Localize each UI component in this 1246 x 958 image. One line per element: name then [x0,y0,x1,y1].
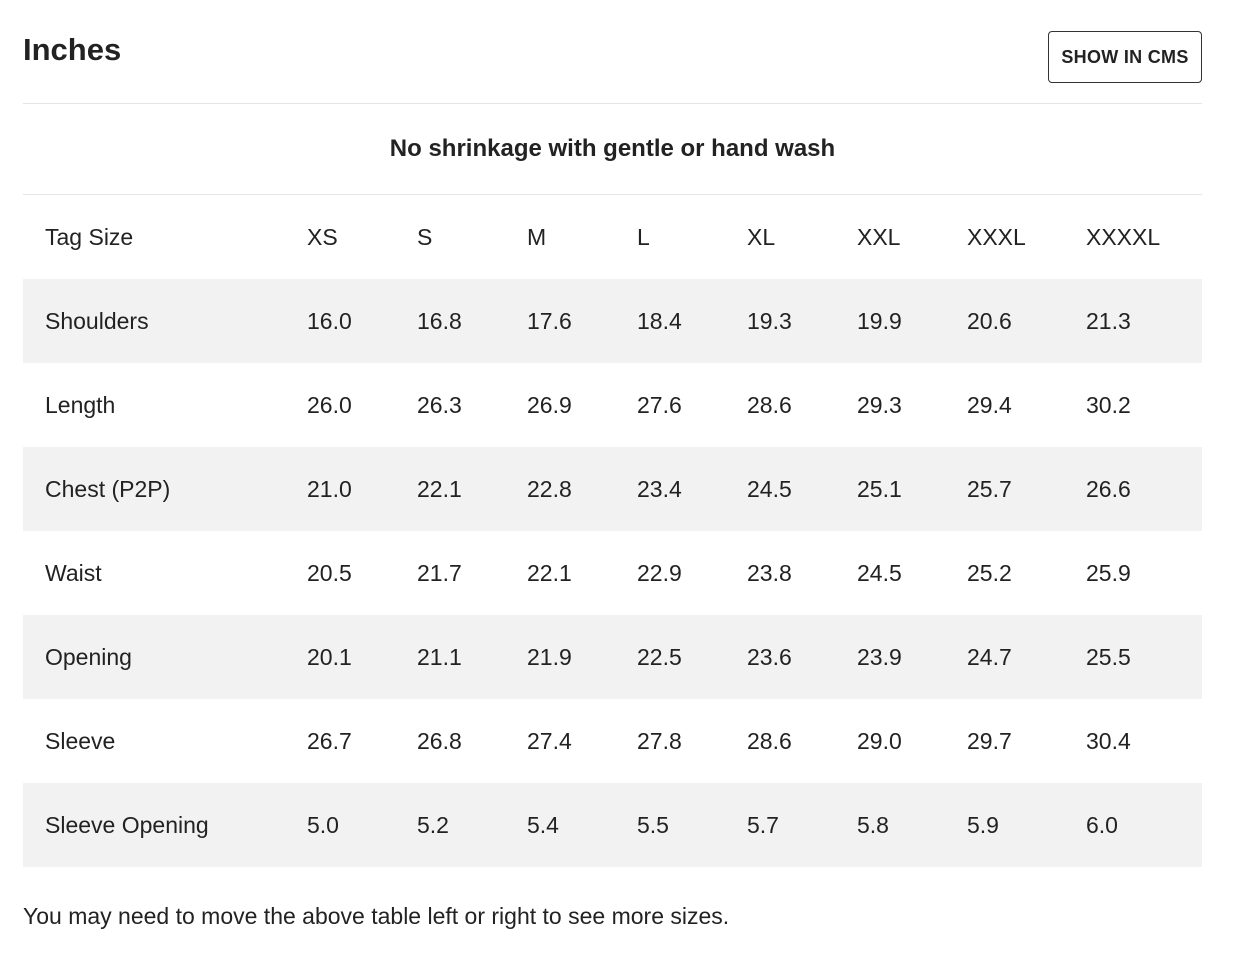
table-row: Chest (P2P) 21.0 22.1 22.8 23.4 24.5 25.… [23,447,1202,531]
table-cell: 28.6 [747,727,792,754]
table-cell: 23.6 [747,643,792,670]
table-cell: 22.1 [527,559,572,586]
table-cell: 21.9 [527,643,572,670]
table-cell: 30.4 [1086,727,1131,754]
table-cell: 26.6 [1086,475,1131,502]
table-cell: 20.1 [307,643,352,670]
table-cell: 5.0 [307,811,339,838]
table-cell: 5.8 [857,811,889,838]
header-size: XL [747,223,776,250]
table-cell: 21.7 [417,559,462,586]
header-size: XXXL [967,223,1026,250]
table-cell: 26.0 [307,391,352,418]
table-cell: 25.1 [857,475,902,502]
divider [23,194,1202,195]
table-cell: 16.0 [307,307,352,334]
table-cell: 24.5 [857,559,902,586]
table-row: Length 26.0 26.3 26.9 27.6 28.6 29.3 29.… [23,363,1202,447]
header: Inches SHOW IN CMS [23,0,1202,103]
row-label: Length [45,391,116,418]
row-label: Chest (P2P) [45,475,171,502]
table-cell: 5.4 [527,811,559,838]
table-cell: 23.4 [637,475,682,502]
table-cell: 25.5 [1086,643,1131,670]
row-label: Sleeve [45,727,116,754]
header-size: M [527,223,547,250]
row-label: Opening [45,643,132,670]
row-label: Shoulders [45,307,149,334]
table-cell: 17.6 [527,307,572,334]
show-in-cms-button[interactable]: SHOW IN CMS [1048,31,1202,83]
table-cell: 24.5 [747,475,792,502]
table-cell: 19.3 [747,307,792,334]
care-note: No shrinkage with gentle or hand wash [389,135,836,162]
table-cell: 22.8 [527,475,572,502]
table-cell: 5.5 [637,811,669,838]
table-row: Waist 20.5 21.7 22.1 22.9 23.8 24.5 25.2… [23,531,1202,615]
table-row: Opening 20.1 21.1 21.9 22.5 23.6 23.9 24… [23,615,1202,699]
table-cell: 24.7 [967,643,1012,670]
table-cell: 22.9 [637,559,682,586]
table-row: Sleeve Opening 5.0 5.2 5.4 5.5 5.7 5.8 5… [23,783,1202,867]
table-cell: 5.7 [747,811,779,838]
table-cell: 27.8 [637,727,682,754]
table-cell: 26.9 [527,391,572,418]
table-cell: 26.8 [417,727,462,754]
table-cell: 22.5 [637,643,682,670]
table-cell: 5.2 [417,811,449,838]
table-cell: 16.8 [417,307,462,334]
row-label: Waist [45,559,102,586]
table-cell: 23.8 [747,559,792,586]
table-cell: 29.7 [967,727,1012,754]
table-cell: 25.7 [967,475,1012,502]
table-cell: 25.2 [967,559,1012,586]
table-cell: 27.6 [637,391,682,418]
table-cell: 21.0 [307,475,352,502]
table-cell: 23.9 [857,643,902,670]
table-cell: 18.4 [637,307,682,334]
header-size: XS [307,223,338,250]
header-size: XXXXL [1086,223,1161,250]
page-title: Inches [23,32,122,67]
header-size: S [417,223,433,250]
table-cell: 26.3 [417,391,462,418]
table-cell: 25.9 [1086,559,1131,586]
divider [23,103,1202,104]
header-tag-size: Tag Size [45,223,134,250]
table-cell: 5.9 [967,811,999,838]
table-header-row: Tag Size XS S M L XL XXL XXXL XXXXL [23,195,1202,279]
table-row: Sleeve 26.7 26.8 27.4 27.8 28.6 29.0 29.… [23,699,1202,783]
table-cell: 21.1 [417,643,462,670]
table-row: Shoulders 16.0 16.8 17.6 18.4 19.3 19.9 … [23,279,1202,363]
table-cell: 28.6 [747,391,792,418]
table-cell: 26.7 [307,727,352,754]
row-label: Sleeve Opening [45,811,209,838]
table-cell: 20.5 [307,559,352,586]
header-size: L [637,223,650,250]
table-cell: 6.0 [1086,811,1118,838]
scroll-hint: You may need to move the above table lef… [23,903,730,929]
table-cell: 29.4 [967,391,1012,418]
size-chart-table: Tag Size XS S M L XL XXL XXXL XXXXL Shou… [23,195,1202,867]
table-cell: 27.4 [527,727,572,754]
table-cell: 29.0 [857,727,902,754]
table-cell: 20.6 [967,307,1012,334]
header-size: XXL [857,223,901,250]
table-cell: 21.3 [1086,307,1131,334]
table-cell: 22.1 [417,475,462,502]
table-cell: 19.9 [857,307,902,334]
table-cell: 29.3 [857,391,902,418]
table-cell: 30.2 [1086,391,1131,418]
